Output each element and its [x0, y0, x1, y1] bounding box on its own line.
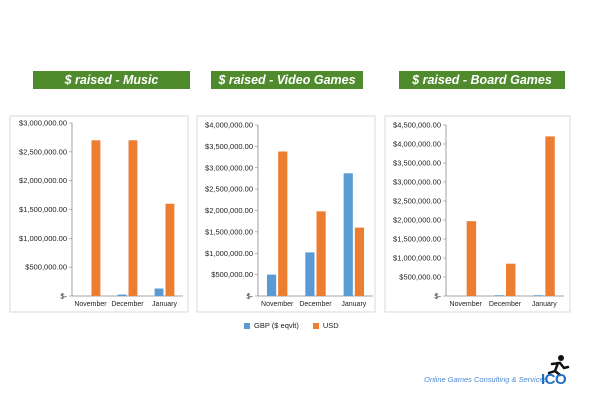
y-tick-label: $1,500,000.00	[393, 235, 441, 244]
x-category-label: December	[111, 301, 144, 308]
bar-usd	[165, 203, 175, 296]
y-tick-label: $4,500,000.00	[393, 121, 441, 130]
footer-tagline: Online Games Consulting & Services	[424, 375, 548, 384]
bar-gbp	[117, 294, 127, 296]
chart-frame	[384, 115, 571, 313]
y-tick-label: $-	[246, 292, 253, 301]
y-tick-label: $-	[60, 292, 67, 301]
x-category-label: November	[261, 301, 294, 308]
bar-gbp	[154, 288, 164, 296]
bar-usd	[278, 151, 288, 296]
y-tick-label: $2,500,000.00	[19, 147, 67, 156]
bar-usd	[466, 221, 477, 296]
y-tick-label: $500,000.00	[25, 263, 67, 272]
bar-gbp	[305, 252, 315, 296]
y-tick-label: $3,000,000.00	[393, 178, 441, 187]
banner-board-games: $ raised - Board Games	[399, 71, 565, 89]
bar-usd	[506, 263, 516, 296]
y-tick-label: $4,000,000.00	[393, 140, 441, 149]
y-tick-label: $1,000,000.00	[19, 234, 67, 243]
bar-usd	[545, 136, 555, 296]
y-tick-label: $3,500,000.00	[205, 142, 253, 151]
bar-gbp	[494, 295, 504, 296]
legend-swatch-gbp	[244, 322, 250, 329]
bar-usd	[128, 140, 138, 296]
y-tick-label: $2,000,000.00	[19, 176, 67, 185]
bar-usd	[354, 227, 365, 296]
y-tick-label: $1,500,000.00	[205, 227, 253, 236]
y-tick-label: $2,500,000.00	[393, 197, 441, 206]
y-tick-label: $2,000,000.00	[205, 206, 253, 215]
bar-usd	[316, 211, 326, 296]
legend-label-usd: USD	[322, 321, 339, 330]
legend: GBP ($ eqvlt) USD	[244, 321, 339, 330]
logo-text: ICO	[541, 371, 567, 388]
banner-video-games: $ raised - Video Games	[211, 71, 363, 89]
bar-gbp	[266, 274, 277, 296]
bar-usd	[91, 140, 101, 296]
bar-gbp	[533, 295, 544, 296]
x-category-label: December	[489, 301, 522, 308]
legend-label-gbp: GBP ($ eqvlt)	[254, 321, 299, 330]
y-tick-label: $3,500,000.00	[393, 159, 441, 168]
running-person-icon	[547, 355, 570, 377]
x-category-label: January	[152, 301, 177, 308]
y-tick-label: $3,000,000.00	[205, 163, 253, 172]
bar-gbp	[343, 173, 353, 296]
y-tick-label: $-	[434, 292, 441, 301]
y-tick-label: $1,000,000.00	[205, 249, 253, 258]
legend-item-gbp: GBP ($ eqvlt)	[244, 321, 299, 330]
x-category-label: November	[74, 301, 107, 308]
y-tick-label: $1,500,000.00	[19, 205, 67, 214]
y-tick-label: $500,000.00	[211, 270, 253, 279]
x-category-label: January	[532, 301, 557, 308]
x-category-label: November	[450, 301, 483, 308]
banner-music: $ raised - Music	[33, 71, 190, 89]
y-tick-label: $500,000.00	[399, 273, 441, 282]
y-tick-label: $2,500,000.00	[205, 185, 253, 194]
y-tick-label: $4,000,000.00	[205, 121, 253, 130]
legend-item-usd: USD	[312, 321, 339, 330]
x-category-label: December	[299, 301, 332, 308]
x-category-label: January	[341, 301, 366, 308]
y-tick-label: $1,000,000.00	[393, 254, 441, 263]
y-tick-label: $3,000,000.00	[19, 119, 67, 128]
y-tick-label: $2,000,000.00	[393, 216, 441, 225]
legend-swatch-usd	[312, 322, 319, 329]
